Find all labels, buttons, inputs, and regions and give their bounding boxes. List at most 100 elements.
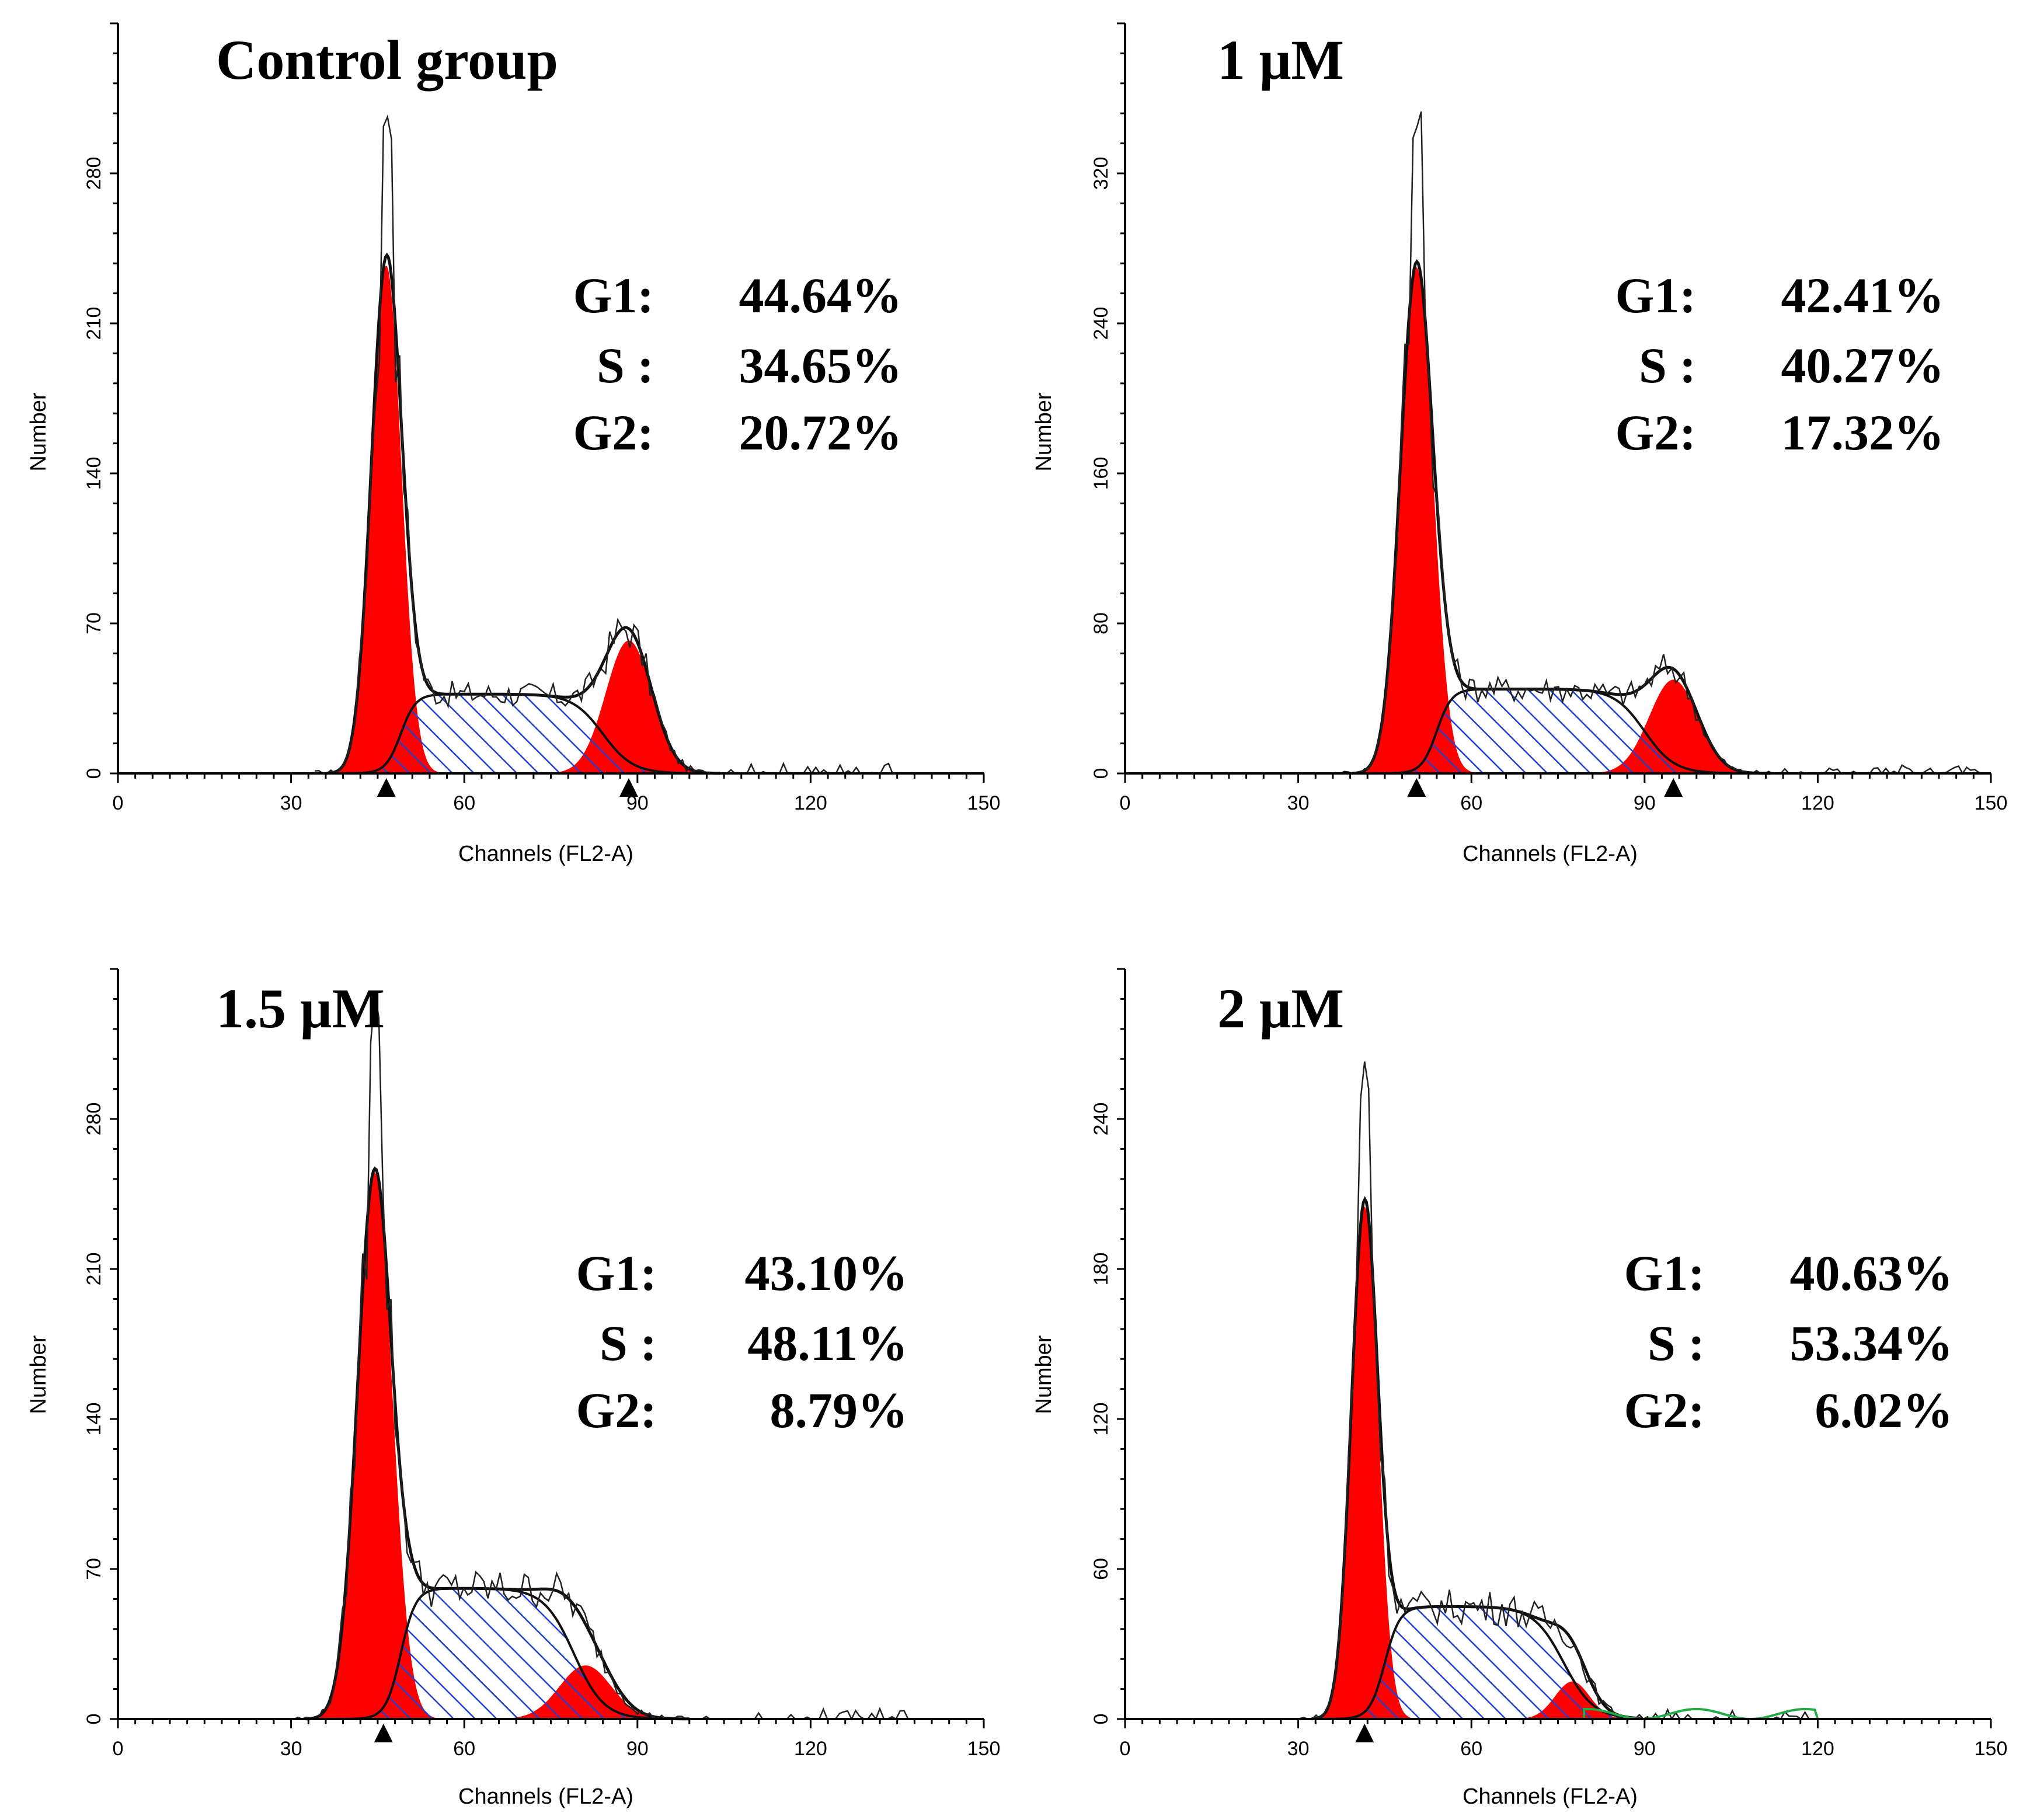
stat-value-g1: 43.10% bbox=[745, 1245, 908, 1301]
stat-label-s: S : bbox=[600, 1315, 657, 1371]
histogram-plot: 0 80 160 240 320 0 30 60 90 120 150 bbox=[1090, 22, 2008, 814]
x-tick-label: 150 bbox=[1975, 1738, 2008, 1760]
x-tick-label: 0 bbox=[1120, 792, 1131, 814]
raw-data-trace bbox=[315, 114, 905, 775]
y-tick-label: 120 bbox=[1090, 1403, 1112, 1436]
y-tick-label: 0 bbox=[1090, 1714, 1112, 1725]
s-phase-overlap-area bbox=[1311, 1645, 1641, 1719]
x-tick-label: 120 bbox=[1801, 792, 1834, 814]
panel-title: Control group bbox=[216, 29, 558, 91]
model-fit-curve bbox=[305, 1166, 690, 1721]
y-tick-label: 160 bbox=[1090, 457, 1112, 490]
y-tick-label: 60 bbox=[1090, 1558, 1112, 1580]
y-tick-label: 70 bbox=[83, 1558, 105, 1580]
x-tick-label: 90 bbox=[626, 1738, 649, 1760]
s-phase-overlap-area bbox=[1352, 703, 1771, 773]
x-tick-label: 0 bbox=[113, 1738, 124, 1760]
stat-value-g1: 44.64% bbox=[739, 267, 903, 323]
panel-title: 1 μM bbox=[1217, 29, 1344, 91]
stat-value-g2: 17.32% bbox=[1781, 405, 1945, 461]
y-axis-label: Number bbox=[1032, 392, 1056, 471]
x-tick-label: 60 bbox=[1460, 792, 1482, 814]
x-tick-label: 150 bbox=[1975, 792, 2008, 814]
stat-value-g2: 20.72% bbox=[739, 405, 903, 461]
x-tick-label: 30 bbox=[1287, 792, 1310, 814]
y-tick-label: 280 bbox=[83, 157, 105, 190]
stat-label-s: S : bbox=[1648, 1315, 1705, 1371]
panel-title: 2 μM bbox=[1217, 977, 1344, 1040]
x-tick-label: 60 bbox=[453, 792, 475, 814]
y-tick-label: 0 bbox=[83, 1714, 105, 1725]
stat-value-s: 48.11% bbox=[747, 1315, 908, 1371]
g1-peak-area bbox=[305, 1172, 690, 1719]
peak-marker-icon bbox=[1407, 778, 1426, 797]
y-tick-label: 140 bbox=[83, 1403, 105, 1436]
x-axis-label: Channels (FL2-A) bbox=[1463, 1784, 1638, 1809]
panel-title: 1.5 μM bbox=[216, 977, 385, 1040]
x-axis-label: Channels (FL2-A) bbox=[1463, 842, 1638, 866]
x-tick-label: 150 bbox=[967, 792, 1001, 814]
peak-marker-icon bbox=[1355, 1724, 1374, 1742]
stat-label-g1: G1: bbox=[573, 267, 654, 323]
x-tick-label: 60 bbox=[1460, 1738, 1482, 1760]
x-tick-label: 90 bbox=[1634, 792, 1656, 814]
x-tick-label: 30 bbox=[1287, 1738, 1310, 1760]
y-axis-label: Number bbox=[1032, 1335, 1056, 1414]
y-axis-label: Number bbox=[26, 392, 51, 471]
peak-marker-icon bbox=[619, 778, 638, 797]
x-tick-label: 0 bbox=[1120, 1738, 1131, 1760]
y-tick-label: 0 bbox=[1090, 768, 1112, 779]
x-tick-label: 30 bbox=[280, 1738, 302, 1760]
x-tick-label: 120 bbox=[1801, 1738, 1834, 1760]
x-tick-label: 120 bbox=[794, 1738, 827, 1760]
stat-label-g2: G2: bbox=[576, 1382, 657, 1438]
stat-label-g1: G1: bbox=[1615, 267, 1696, 323]
y-tick-label: 0 bbox=[83, 768, 105, 779]
model-fit-curve bbox=[326, 252, 720, 775]
histogram-plot: 0 60 120 180 240 0 30 60 90 120 150 bbox=[1090, 968, 2008, 1760]
g1-peak-area bbox=[1352, 267, 1771, 773]
stat-value-s: 40.27% bbox=[1781, 337, 1945, 393]
y-tick-label: 80 bbox=[1090, 612, 1112, 634]
stat-value-g2: 8.79% bbox=[770, 1382, 908, 1438]
peak-marker-icon bbox=[1664, 778, 1683, 797]
y-tick-label: 210 bbox=[83, 307, 105, 340]
g2-peak-area bbox=[1352, 679, 1771, 773]
histogram-panel-2um: 0 60 120 180 240 0 30 60 90 120 150 2 μM G1: 40.63… bbox=[1032, 968, 2008, 1809]
y-tick-label: 240 bbox=[1090, 1103, 1112, 1136]
stat-value-g1: 40.63% bbox=[1790, 1245, 1954, 1301]
x-tick-label: 60 bbox=[453, 1738, 475, 1760]
stat-value-g2: 6.02% bbox=[1815, 1382, 1954, 1438]
y-tick-label: 140 bbox=[83, 457, 105, 490]
s-phase-area bbox=[326, 694, 720, 773]
x-axis-label: Channels (FL2-A) bbox=[458, 842, 633, 866]
stat-label-s: S : bbox=[597, 337, 654, 393]
x-tick-label: 0 bbox=[113, 792, 124, 814]
x-tick-label: 30 bbox=[280, 792, 302, 814]
stat-label-g1: G1: bbox=[1624, 1245, 1705, 1301]
y-tick-label: 320 bbox=[1090, 157, 1112, 190]
stat-label-g1: G1: bbox=[576, 1245, 657, 1301]
stat-label-g2: G2: bbox=[573, 405, 654, 461]
g1-peak-area bbox=[326, 266, 720, 773]
raw-data-trace bbox=[1300, 1061, 1817, 1721]
stat-value-s: 34.65% bbox=[739, 337, 903, 393]
stat-label-g2: G2: bbox=[1624, 1382, 1705, 1438]
stat-label-s: S : bbox=[1639, 337, 1696, 393]
x-tick-label: 120 bbox=[794, 792, 827, 814]
g2-peak-area bbox=[326, 640, 720, 773]
histogram-panel-1um: 0 80 160 240 320 0 30 60 90 120 150 1 μM G1: 42.41… bbox=[1032, 22, 2008, 866]
stat-value-g1: 42.41% bbox=[1781, 267, 1945, 323]
histogram-panel-1-5um: 0 70 140 210 280 0 30 60 90 120 150 1.5 μM G1: 43.… bbox=[26, 968, 1001, 1809]
stat-label-g2: G2: bbox=[1615, 405, 1696, 461]
y-tick-label: 180 bbox=[1090, 1253, 1112, 1286]
peak-marker-icon bbox=[374, 1724, 393, 1742]
x-tick-label: 150 bbox=[967, 1738, 1001, 1760]
x-axis-label: Channels (FL2-A) bbox=[458, 1784, 633, 1809]
y-tick-label: 240 bbox=[1090, 307, 1112, 340]
x-tick-label: 90 bbox=[1634, 1738, 1656, 1760]
